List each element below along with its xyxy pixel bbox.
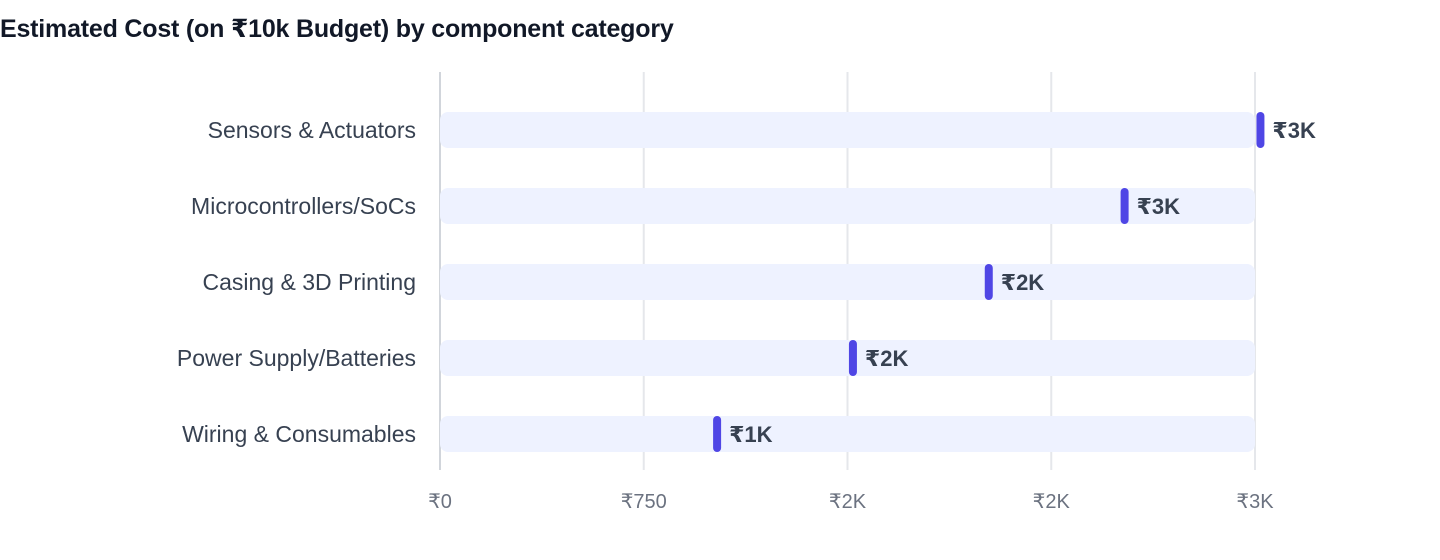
data-label: ₹1K — [729, 422, 773, 447]
x-tick-label: ₹2K — [1033, 491, 1071, 513]
bar-track — [440, 188, 1255, 224]
x-tick-label: ₹2K — [829, 491, 867, 513]
category-label: Wiring & Consumables — [182, 421, 416, 447]
data-label: ₹2K — [865, 346, 909, 371]
data-label: ₹2K — [1001, 270, 1045, 295]
bar-track — [440, 264, 1255, 300]
x-axis-ticks: ₹0 ₹750 ₹2K ₹2K ₹3K — [428, 491, 1274, 513]
value-marker[interactable] — [713, 416, 722, 452]
bar-track — [440, 340, 1255, 376]
value-marker[interactable] — [984, 264, 993, 300]
category-label: Microcontrollers/SoCs — [191, 193, 416, 219]
bar-tracks — [440, 112, 1255, 452]
category-label: Power Supply/Batteries — [177, 345, 416, 371]
data-labels: ₹3K ₹3K ₹2K ₹2K ₹1K — [729, 118, 1316, 447]
chart-title: Estimated Cost (on ₹10k Budget) by compo… — [0, 15, 674, 43]
category-label: Casing & 3D Printing — [203, 269, 417, 295]
data-label: ₹3K — [1272, 118, 1316, 143]
x-tick-label: ₹0 — [428, 491, 452, 513]
value-marker[interactable] — [1120, 188, 1129, 224]
bar-track — [440, 112, 1255, 148]
value-marker[interactable] — [848, 340, 857, 376]
value-marker[interactable] — [1256, 112, 1265, 148]
category-label: Sensors & Actuators — [208, 117, 416, 143]
x-tick-label: ₹3K — [1236, 491, 1274, 513]
x-tick-label: ₹750 — [621, 491, 667, 513]
bar-track — [440, 416, 1255, 452]
value-markers — [713, 112, 1265, 452]
data-label: ₹3K — [1137, 194, 1181, 219]
category-labels: Sensors & Actuators Microcontrollers/SoCs… — [177, 117, 416, 447]
